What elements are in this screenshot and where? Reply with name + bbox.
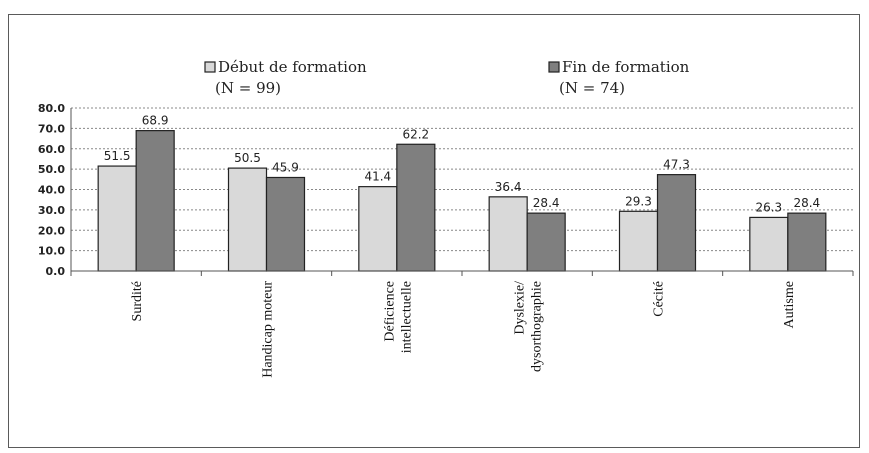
data-label: 47.3: [663, 158, 690, 172]
bar: [358, 186, 398, 272]
y-tick-label: 10.0: [38, 245, 65, 258]
data-label: 68.9: [142, 114, 169, 128]
y-tick-label: 80.0: [38, 102, 65, 115]
legend-label: Fin de formation: [562, 58, 690, 76]
bar: [618, 210, 659, 272]
bar: [135, 130, 175, 272]
bar: [396, 143, 436, 272]
category-label: Surdité: [130, 281, 145, 321]
legend-label: (N = 99): [215, 79, 281, 97]
data-label: 29.3: [625, 194, 652, 208]
data-label: 36.4: [495, 180, 522, 194]
y-tick-label: 30.0: [38, 204, 65, 217]
category-label: Cécité: [652, 281, 667, 317]
legend-label: Début de formation: [218, 58, 367, 76]
bar: [656, 174, 697, 272]
bar: [749, 216, 789, 272]
legend-label: (N = 74): [559, 79, 625, 97]
bar: [265, 176, 306, 272]
y-tick-label: 50.0: [38, 163, 65, 176]
category-label: intellectuelle: [399, 281, 414, 353]
y-tick-label: 20.0: [38, 224, 65, 237]
chart-frame: 0.0 10.0 20.0 30.0 40.0 50.0 60.0 70.0 80.0 51.5…: [8, 14, 860, 448]
category-label: dysorthographie: [530, 281, 545, 372]
data-label: 28.4: [793, 196, 820, 210]
y-tick-label: 60.0: [38, 143, 65, 156]
category-label: Handicap moteur: [261, 281, 276, 378]
y-tick-label: 0.0: [46, 265, 66, 278]
bar: [488, 196, 528, 272]
data-label: 45.9: [272, 160, 299, 174]
data-label: 50.5: [234, 151, 261, 165]
category-label: Déficience: [382, 281, 397, 342]
y-tick-label: 40.0: [38, 184, 65, 197]
bar: [227, 167, 268, 272]
bar: [97, 165, 137, 272]
bar-chart: 0.0 10.0 20.0 30.0 40.0 50.0 60.0 70.0 80.0 51.5…: [38, 58, 854, 378]
data-label: 28.4: [533, 196, 560, 210]
data-label: 62.2: [402, 127, 429, 141]
data-label: 51.5: [104, 149, 131, 163]
legend-swatch: [548, 61, 560, 73]
legend-swatch: [204, 61, 216, 73]
category-label: Autisme: [782, 281, 797, 328]
data-label: 41.4: [364, 170, 391, 184]
bar: [787, 212, 827, 272]
category-label: Dyslexie/: [513, 281, 528, 335]
y-tick-label: 70.0: [38, 122, 65, 135]
bar: [526, 212, 566, 272]
data-label: 26.3: [755, 200, 782, 214]
